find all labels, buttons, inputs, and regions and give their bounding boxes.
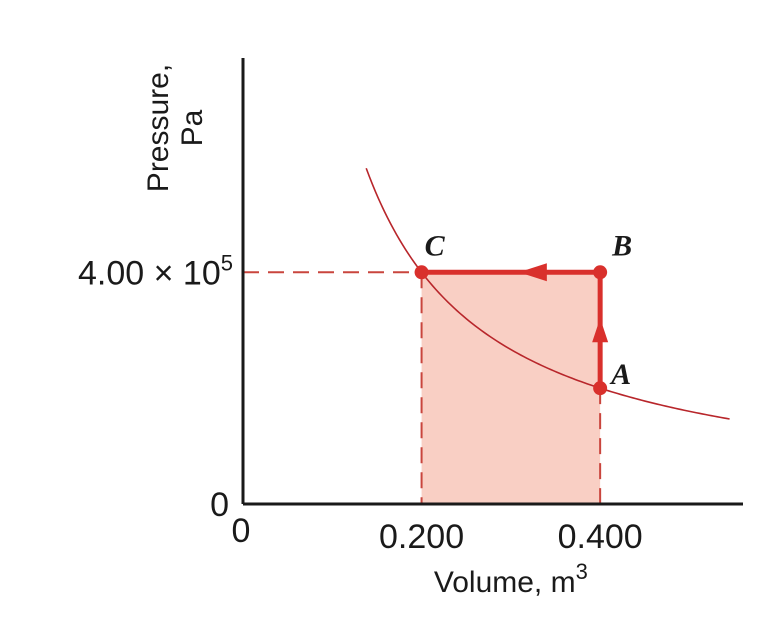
labels-layer: A B C <box>425 229 633 391</box>
y-tick-label-pressure-exponent: 5 <box>221 250 233 275</box>
point-label-b: B <box>611 229 632 262</box>
y-axis-label-line1: Pressure, <box>142 64 175 192</box>
arrow-head-left <box>518 263 547 282</box>
y-tick-label-pressure-base: 4.00 × 10 <box>78 254 221 292</box>
isotherm-curve <box>365 167 730 420</box>
y-tick-label-0: 0 <box>210 486 229 524</box>
y-axis-label-line2: Pa <box>176 109 209 146</box>
y-axis-label: Pressure, Pa <box>142 64 209 192</box>
shaded-work-area <box>421 272 601 504</box>
x-tick-label-0-200: 0.200 <box>379 518 464 556</box>
point-label-a: A <box>609 358 631 391</box>
x-tick-label-0-400: 0.400 <box>558 518 643 556</box>
x-tick-label-0: 0 <box>232 512 251 550</box>
point-a <box>593 381 608 396</box>
x-axis-label: Volume, m3 <box>434 559 588 599</box>
point-b <box>593 265 608 280</box>
point-label-c: C <box>425 229 446 262</box>
x-axis-label-text: Volume, m <box>434 566 576 599</box>
points-layer <box>414 265 608 396</box>
y-tick-label-pressure: 4.00 × 105 <box>78 250 233 292</box>
point-c <box>414 265 429 280</box>
arrow-head-up <box>592 318 609 343</box>
x-axis-label-exponent: 3 <box>576 559 588 584</box>
